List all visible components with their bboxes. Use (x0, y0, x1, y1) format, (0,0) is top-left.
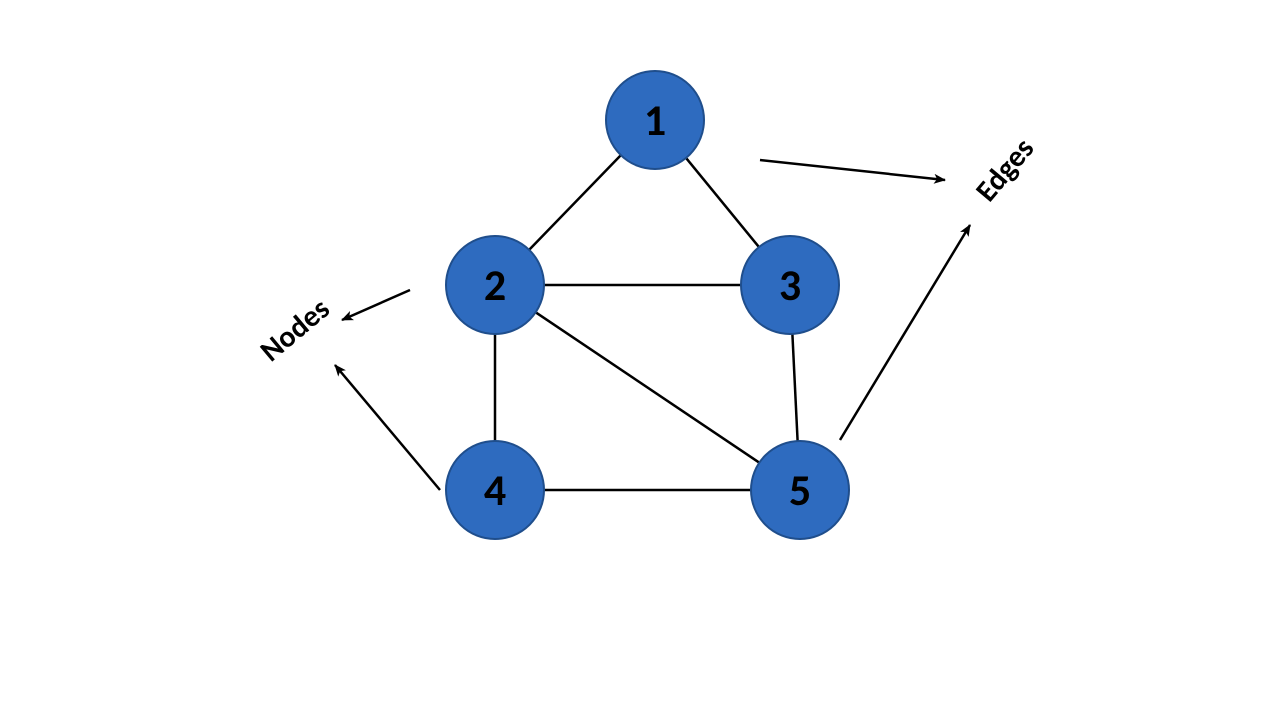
nodes-label-arrow-0 (342, 290, 410, 320)
graph-diagram: 1 2 3 4 5 Nodes Edges (0, 0, 1280, 720)
node-label-5: 5 (789, 463, 811, 517)
edges-label: Edges (968, 131, 1042, 209)
nodes-label-arrow-1 (335, 365, 440, 490)
edges-label-arrow-1 (840, 225, 970, 440)
node-5: 5 (751, 441, 849, 539)
node-4: 4 (446, 441, 544, 539)
annotation-arrows-layer (335, 160, 970, 490)
nodes-label: Nodes (253, 290, 337, 369)
node-3: 3 (741, 236, 839, 334)
node-1: 1 (606, 71, 704, 169)
node-label-4: 4 (484, 463, 506, 517)
edges-label-arrow-0 (760, 160, 945, 180)
node-2: 2 (446, 236, 544, 334)
edges-layer (495, 155, 798, 490)
edge-2-5 (536, 312, 760, 462)
node-label-2: 2 (484, 258, 506, 312)
edge-1-2 (529, 155, 621, 250)
edge-3-5 (792, 334, 797, 441)
edge-1-3 (686, 158, 759, 247)
node-label-1: 1 (644, 93, 666, 147)
nodes-layer: 1 2 3 4 5 (446, 71, 849, 539)
node-label-3: 3 (779, 258, 801, 312)
